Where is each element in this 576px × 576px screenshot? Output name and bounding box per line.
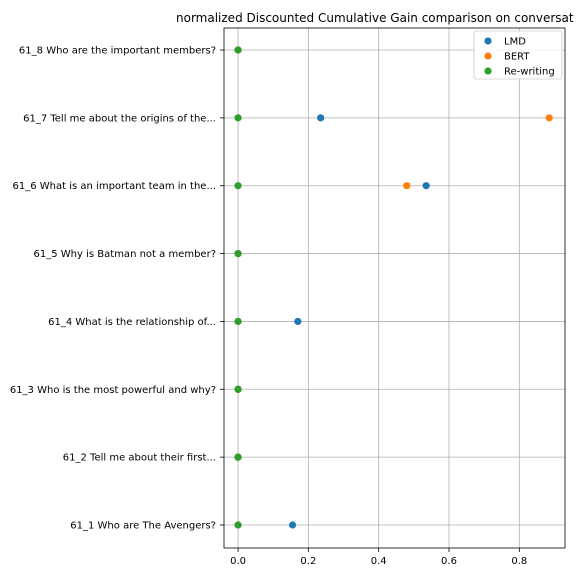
x-tick-label: 0.0 [230,556,246,567]
y-tick-label: 61_2 Tell me about their first... [63,453,216,464]
y-tick-label: 61_7 Tell me about the origins of the... [23,113,216,124]
axes: 0.0 0.2 0.4 0.6 0.8 61_1 Who are The Avengers… [10,27,566,567]
legend-label: Re-writing [504,67,555,78]
y-tick-label: 61_5 Why is Batman not a member? [34,249,216,260]
x-tick-label: 0.8 [511,556,527,567]
y-tick-label: 61_6 What is an important team in the... [13,181,216,192]
data-point-re-writing [234,249,242,258]
grid-lines [224,28,565,548]
y-tick-label: 61_4 What is the relationship of... [48,317,216,328]
data-points [234,46,553,529]
data-point-re-writing [234,114,242,122]
legend-marker [484,37,492,45]
data-point-re-writing [234,317,242,326]
data-point-bert [545,114,553,122]
y-tick-label: 61_1 Who are The Avengers? [70,521,216,532]
chart-title: normalized Discounted Cumulative Gain co… [176,11,574,25]
legend-box [473,30,563,80]
data-point-lmd [422,182,430,190]
data-point-bert [403,182,411,190]
legend-marker [484,52,492,60]
legend-label: LMD [504,37,526,48]
y-tick-label: 61_3 Who is the most powerful and why? [10,385,216,396]
data-point-re-writing [234,182,242,190]
x-tick-label: 0.2 [300,556,316,567]
legend-label: BERT [504,52,530,63]
data-point-re-writing [234,453,242,461]
y-tick-label: 61_8 Who are the important members? [19,46,216,57]
legend-marker [484,67,492,75]
data-point-re-writing [234,521,242,529]
x-tick-label: 0.4 [371,556,387,567]
data-point-lmd [317,114,325,122]
legend: LMD BERT Re-writing [473,30,563,80]
data-point-re-writing [234,46,242,54]
data-point-lmd [294,317,302,326]
data-point-lmd [288,521,297,529]
data-point-re-writing [234,385,242,393]
plot-frame [223,27,566,549]
x-tick-label: 0.6 [441,556,457,567]
